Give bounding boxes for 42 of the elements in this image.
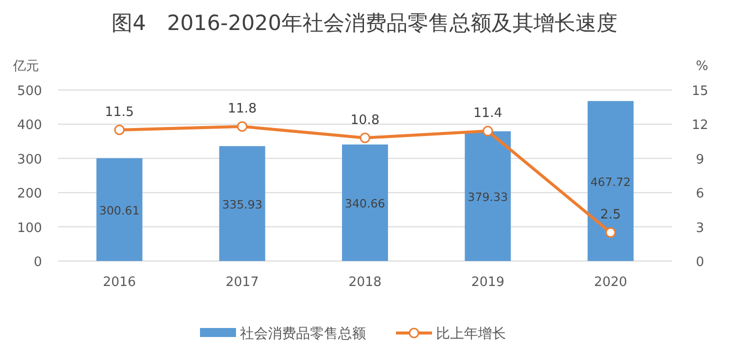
y-tick-label: 0 [34,255,42,270]
bar [342,144,388,261]
point [360,132,370,144]
bar [96,158,142,261]
y-axis-title: 亿元 [12,59,39,74]
y2-tick-label: 0 [696,255,704,270]
chart-title: 图4 2016-2020年社会消费品零售总额及其增长速度 [112,11,618,35]
point [482,126,494,136]
x-tick-label: 2016 [102,275,136,290]
bar [464,131,511,261]
data-label: 2.5 [600,208,621,222]
y-tick-label: 100 [17,220,42,236]
bar [219,146,266,261]
y-tick-label: 300 [17,152,42,168]
y-tick-label: 200 [17,186,42,202]
data-label: 10.8 [350,112,380,128]
x-tick-label: 2020 [594,275,628,290]
y2-tick-label: 12 [692,118,708,134]
point [605,227,616,238]
data-label: 11.5 [104,104,134,120]
data-label: 467.72 [590,175,631,190]
data-label: 11.8 [228,101,257,116]
legend-label: 比上年增长 [436,326,506,342]
bar [588,101,634,261]
y2-tick-label: 6 [696,186,704,202]
y2-tick-label: 9 [696,152,704,168]
data-label: 11.4 [473,106,502,122]
x-tick-label: 2017 [226,275,259,290]
legend-label: 社会消费品零售总额 [240,326,366,342]
x-tick-label: 2018 [348,275,382,290]
point [114,124,125,136]
data-label: 379.33 [468,190,508,204]
x-tick-label: 2019 [471,275,504,290]
y-tick-label: 400 [17,118,42,134]
y2-axis-title: % [696,59,708,74]
data-label: 340.66 [344,196,386,211]
y2-tick-label: 3 [696,220,704,236]
data-label: 335.93 [222,198,262,212]
y-tick-label: 500 [17,84,42,99]
data-label: 300.61 [99,204,140,218]
point [236,121,248,132]
y2-tick-label: 15 [692,84,708,99]
